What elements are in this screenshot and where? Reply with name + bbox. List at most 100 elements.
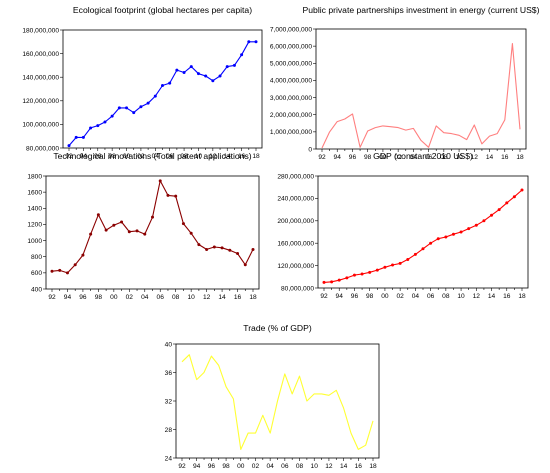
y-tick-label: 100,000,000 [22,122,59,129]
x-tick-label: 00 [237,463,245,470]
x-tick-label: 12 [325,463,333,470]
data-point [181,361,182,362]
data-point [181,222,185,226]
data-point [284,373,285,374]
data-point [344,118,345,119]
data-point [343,408,344,409]
y-tick-label: 24 [165,455,173,462]
data-point [504,119,505,120]
data-point [50,269,54,273]
data-point [474,223,478,227]
x-tick-label: 14 [224,153,232,160]
data-point [182,70,186,74]
data-point [204,74,208,78]
data-point [89,232,93,236]
x-tick-label: 02 [252,463,260,470]
y-tick-label: 80,000,000 [26,145,59,152]
y-tick-label: 1600 [27,189,42,196]
data-point [196,72,200,76]
data-point [161,83,164,87]
x-tick-label: 16 [234,294,242,301]
x-tick-label: 12 [209,153,217,160]
x-tick-label: 98 [366,293,374,300]
x-tick-label: 06 [425,154,433,161]
chart-title: Trade (% of GDP) [243,323,312,333]
data-point [196,379,197,380]
data-point [212,245,216,249]
data-point [474,124,475,125]
series-line [181,354,374,450]
y-tick-label: 2,000,000,000 [270,112,313,119]
chart-title: GDP (constant 2010 US$) [373,151,473,161]
x-tick-label: 12 [203,294,211,301]
data-point [329,131,330,132]
data-point [467,227,471,231]
y-tick-label: 40 [165,341,173,348]
data-point [359,147,360,148]
data-point [143,232,147,236]
data-point [218,74,222,78]
data-point [512,195,516,199]
y-tick-label: 280,000,000 [277,173,314,180]
data-point [337,278,341,282]
data-point [314,393,315,394]
y-tick-label: 160,000,000 [22,51,59,58]
data-point [336,390,337,391]
plot-frame [315,28,527,150]
x-tick-label: 08 [440,154,448,161]
data-point [189,354,190,355]
data-point [73,263,77,267]
data-point [146,101,150,105]
data-point [429,241,433,245]
data-point [337,121,338,122]
y-tick-label: 0 [308,146,312,153]
data-point [352,273,356,277]
data-point [132,111,136,115]
x-tick-label: 10 [187,294,195,301]
x-tick-label: 14 [486,154,494,161]
data-point [89,126,93,130]
x-tick-label: 06 [427,293,435,300]
x-tick-label: 18 [516,154,524,161]
data-point [443,132,444,133]
x-tick-label: 04 [266,463,274,470]
y-tick-label: 140,000,000 [22,75,59,82]
x-tick-label: 96 [79,294,87,301]
y-tick-label: 5,000,000,000 [270,61,313,68]
data-point [321,147,322,148]
data-point [451,232,455,236]
data-point [512,43,513,44]
data-point [321,393,322,394]
data-point [390,126,391,127]
data-point [166,193,170,197]
x-tick-label: 06 [281,463,289,470]
data-point [233,398,234,399]
x-tick-label: 92 [48,294,56,301]
x-tick-label: 16 [501,154,509,161]
x-tick-label: 18 [252,153,260,160]
data-point [74,135,78,139]
data-point [240,53,244,57]
data-point [175,68,179,72]
x-tick-label: 04 [152,153,160,160]
data-point [205,247,209,251]
data-point [255,432,256,433]
x-tick-label: 12 [473,293,481,300]
data-point [277,400,278,401]
data-point [420,140,421,141]
y-tick-label: 4,000,000,000 [270,78,313,85]
x-tick-label: 92 [178,463,186,470]
x-tick-label: 92 [65,153,73,160]
data-point [367,130,368,131]
series-line [68,41,256,146]
data-point [360,272,364,276]
data-point [203,372,204,373]
y-tick-label: 1,000,000,000 [270,129,313,136]
x-tick-label: 98 [222,463,230,470]
plot-frame [317,175,529,289]
chart-gdp: GDP (constant 2010 US$) 80,000,000 120,000… [277,151,529,300]
data-point [382,125,383,126]
x-tick-label: 94 [80,153,88,160]
y-tick-label: 240,000,000 [277,196,314,203]
x-tick-label: 96 [94,153,102,160]
